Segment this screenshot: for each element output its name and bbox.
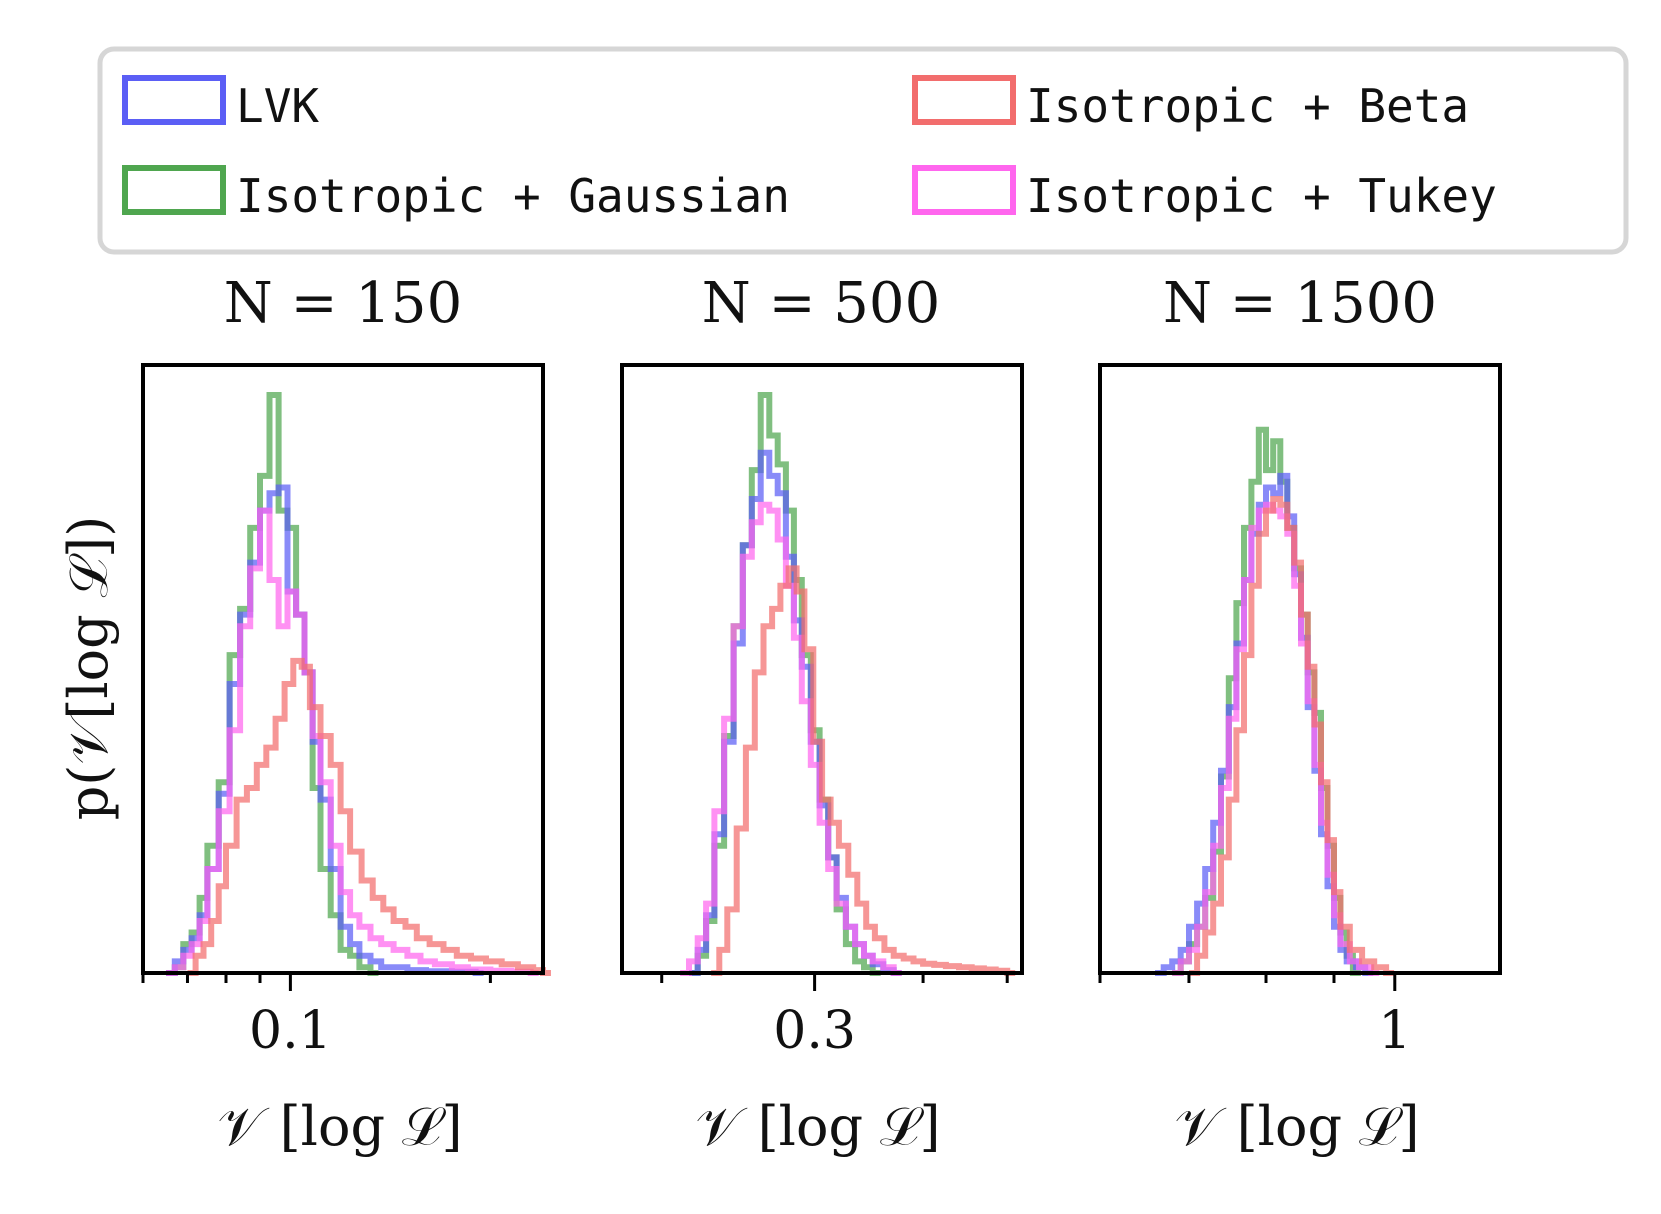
legend: LVK Isotropic + Beta Isotropic + Gaussia… xyxy=(97,46,1629,255)
histogram-series-isotropic-tukey xyxy=(1172,501,1380,976)
legend-frame xyxy=(97,46,1629,255)
histogram-panel-n500: 0.3 xyxy=(620,363,1024,1061)
legend-swatch-isotropic-gaussian xyxy=(122,165,226,215)
legend-swatch-isotropic-tukey xyxy=(912,165,1016,215)
legend-label-isotropic-tukey: Isotropic + Tukey xyxy=(1026,169,1497,223)
plot-frame xyxy=(620,363,1024,975)
histogram-series-isotropic-gaussian xyxy=(166,392,379,976)
panel-title-n1500: N = 1500 xyxy=(1163,271,1437,336)
x-axis-label-n150: 𝒱 [log ℒ] xyxy=(217,1095,462,1158)
histogram-series-isotropic-beta xyxy=(711,565,1016,976)
x-axis-label-n1500: 𝒱 [log ℒ] xyxy=(1174,1095,1419,1158)
panel-title-n500: N = 500 xyxy=(702,271,940,336)
histogram-series-lvk xyxy=(166,484,484,976)
x-tick-label: 1 xyxy=(1378,1001,1411,1061)
legend-label-isotropic-beta: Isotropic + Beta xyxy=(1026,79,1469,133)
y-axis-label: p(𝒱[log ℒ]) xyxy=(57,516,120,821)
legend-label-lvk: LVK xyxy=(236,79,319,133)
x-tick-label: 0.1 xyxy=(249,1001,332,1061)
histogram-series-isotropic-tukey xyxy=(166,507,539,976)
plot-frame xyxy=(141,363,545,975)
x-tick-label: 0.3 xyxy=(773,1001,856,1061)
histogram-panel-n150: 0.1 xyxy=(141,363,551,1061)
histogram-series-isotropic-beta xyxy=(1189,496,1395,976)
histogram-panel-n1500: 1 xyxy=(1098,363,1502,1061)
legend-swatch-isotropic-beta xyxy=(912,75,1016,125)
legend-swatch-lvk xyxy=(122,75,226,125)
histogram-series-isotropic-beta xyxy=(187,657,551,976)
histogram-series-isotropic-gaussian xyxy=(689,392,881,976)
legend-label-isotropic-gaussian: Isotropic + Gaussian xyxy=(236,169,790,223)
panel-title-n150: N = 150 xyxy=(224,271,462,336)
x-axis-label-n500: 𝒱 [log ℒ] xyxy=(695,1095,940,1158)
plot-frame xyxy=(1098,363,1502,975)
histogram-series-isotropic-gaussian xyxy=(1172,426,1361,976)
